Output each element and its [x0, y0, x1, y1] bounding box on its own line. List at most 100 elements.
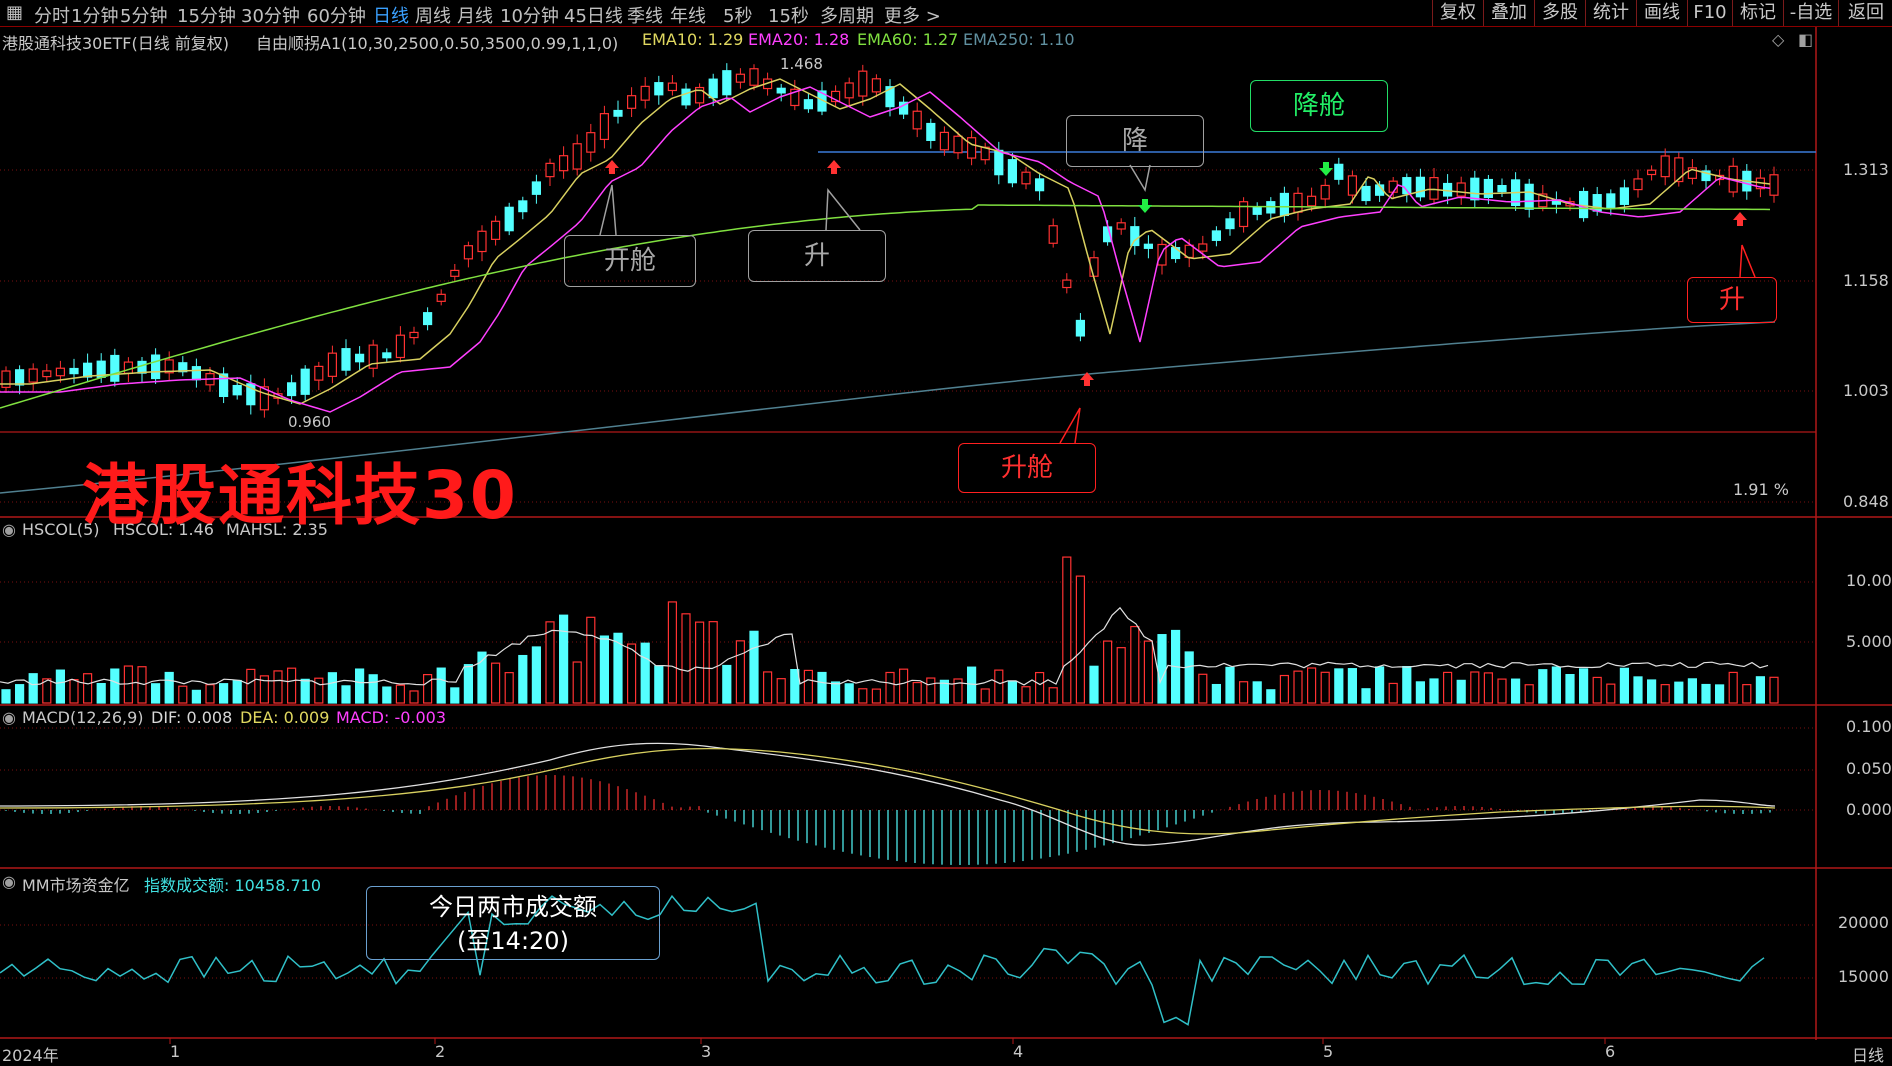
- period-tab-fenshi[interactable]: 分时: [34, 6, 70, 27]
- candle-body: [1415, 176, 1426, 198]
- low-price-label: 0.960: [288, 413, 331, 431]
- toolbar-button-overlay[interactable]: 叠加: [1483, 0, 1534, 26]
- period-tab-daily[interactable]: 日线: [373, 6, 409, 27]
- volume-bar: [1429, 678, 1439, 704]
- down-arrow-icon: [1319, 162, 1333, 176]
- volume-bar: [96, 682, 106, 704]
- volume-bar: [436, 667, 446, 704]
- period-tab-more[interactable]: 更多 >: [884, 6, 941, 27]
- volume-bar: [749, 630, 759, 704]
- volume-bar: [953, 678, 963, 704]
- volume-bar: [1714, 684, 1725, 704]
- candle-body: [1279, 192, 1290, 217]
- candle-body: [1334, 163, 1344, 180]
- volume-bar: [123, 665, 134, 704]
- volume-bar: [1007, 680, 1018, 704]
- candle-body: [694, 86, 705, 104]
- period-tab-quarterly[interactable]: 季线: [627, 6, 663, 27]
- macd-value: MACD: -0.003: [336, 708, 447, 727]
- watermark-title: 港股通科技30: [82, 457, 518, 534]
- volume-bar: [817, 671, 827, 704]
- candle-body: [151, 354, 161, 380]
- period-tab-monthly[interactable]: 月线: [457, 6, 493, 27]
- candle-body: [599, 113, 610, 141]
- volume-bar: [1728, 671, 1738, 704]
- volume-bar: [477, 651, 487, 704]
- toolbar-button-mark[interactable]: 标记: [1732, 0, 1783, 26]
- volume-bar: [518, 654, 528, 704]
- layout-toggle-icon[interactable]: ◧: [1798, 30, 1814, 49]
- volume-bar: [232, 679, 242, 704]
- volume-bar: [966, 666, 977, 704]
- toolbar-button-adjust[interactable]: 复权: [1432, 0, 1483, 26]
- candle-body: [586, 132, 596, 153]
- volume-bar: [341, 685, 351, 704]
- volume-bar: [259, 675, 269, 704]
- ema20-line: [0, 86, 1771, 413]
- volume-bar: [1279, 674, 1290, 704]
- volume-bar: [939, 679, 950, 704]
- toolbar-button-draw[interactable]: 画线: [1636, 0, 1687, 26]
- toolbar-button-f10[interactable]: F10: [1687, 0, 1732, 26]
- toolbar-button-stats[interactable]: 统计: [1585, 0, 1636, 26]
- toolbar-button-back[interactable]: 返回: [1838, 0, 1892, 26]
- period-tab-15sec[interactable]: 15秒: [768, 6, 809, 27]
- volume-collapse-icon[interactable]: ◉: [2, 520, 16, 539]
- volume-bar: [246, 668, 256, 704]
- x-axis-label-month: 3: [701, 1042, 712, 1061]
- volume-bar: [898, 668, 909, 704]
- period-tab-multi[interactable]: 多周期: [820, 6, 874, 27]
- volume-bar: [1075, 575, 1086, 704]
- period-tab-60min[interactable]: 60分钟: [307, 6, 366, 27]
- money-collapse-icon[interactable]: ◉: [2, 872, 16, 891]
- candle-body: [1769, 174, 1779, 196]
- candle-body: [749, 68, 759, 86]
- toolbar-button-multistock[interactable]: 多股: [1534, 0, 1585, 26]
- period-tab-45day[interactable]: 45日线: [564, 6, 623, 27]
- diamond-icon[interactable]: ◇: [1772, 30, 1785, 49]
- money-panel-title: MM市场资金亿: [22, 876, 130, 895]
- period-tab-weekly[interactable]: 周线: [415, 6, 451, 27]
- volume-bar: [1633, 676, 1643, 704]
- grid-icon[interactable]: ▦: [6, 2, 24, 23]
- period-tab-1min[interactable]: 1分钟: [71, 6, 119, 27]
- volume-bar: [1755, 676, 1766, 704]
- volume-bar: [762, 671, 773, 704]
- main-indicator-label: 自由顺拐A1(10,30,2500,0.50,3500,0.99,1,1,0): [256, 34, 619, 53]
- volume-bar: [735, 640, 746, 704]
- candle-body: [259, 386, 269, 411]
- candle-body: [1157, 243, 1167, 266]
- volume-bar: [1578, 668, 1589, 704]
- volume-bar: [368, 674, 378, 704]
- volume-bar: [654, 665, 664, 704]
- candle-body: [1170, 247, 1181, 260]
- toolbar-button-watchlist[interactable]: -自选: [1783, 0, 1838, 26]
- period-tab-15min[interactable]: 15分钟: [177, 6, 236, 27]
- candle-body: [844, 82, 854, 99]
- candle-body: [327, 352, 337, 377]
- candle-body: [885, 86, 895, 108]
- period-tab-10min[interactable]: 10分钟: [500, 6, 559, 27]
- period-tab-5sec[interactable]: 5秒: [723, 6, 753, 27]
- candle-body: [640, 85, 650, 101]
- macd-collapse-icon[interactable]: ◉: [2, 708, 16, 727]
- candle-body: [1211, 230, 1222, 241]
- annotation-open-cabin: 开舱: [564, 235, 696, 287]
- candle-body: [1048, 225, 1058, 244]
- volume-bar: [1130, 625, 1140, 704]
- candle-body: [1347, 175, 1358, 196]
- period-tab-30min[interactable]: 30分钟: [241, 6, 300, 27]
- volume-bar: [599, 635, 610, 704]
- candle-body: [858, 70, 868, 97]
- turnover-note-line2: (至14:20): [457, 927, 569, 955]
- volume-bar: [980, 688, 990, 704]
- candle-body: [1021, 171, 1031, 185]
- candle-body: [953, 135, 963, 154]
- period-tab-5min[interactable]: 5分钟: [120, 6, 168, 27]
- candle-body: [545, 162, 555, 178]
- candle-body: [246, 383, 256, 406]
- candle-body: [477, 230, 487, 253]
- period-tab-yearly[interactable]: 年线: [670, 6, 706, 27]
- candle-body: [82, 362, 93, 378]
